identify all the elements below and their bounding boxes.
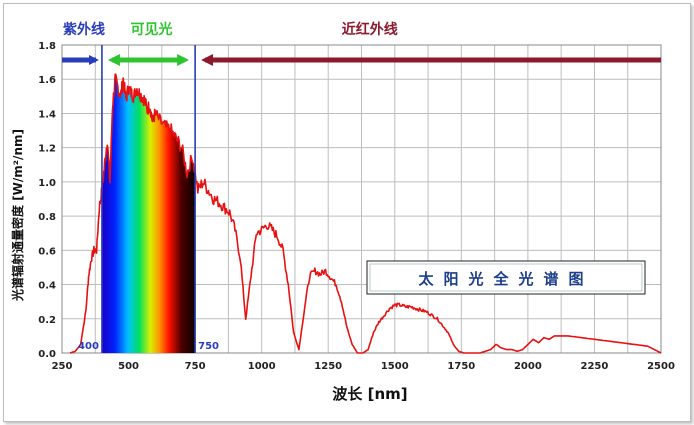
x-tick-label: 750: [185, 361, 206, 372]
y-axis-label: 光谱辐射通量密度 [W/m²/nm]: [10, 129, 25, 302]
x-axis-label: 波长 [nm]: [332, 385, 407, 403]
y-tick-label: 1.4: [38, 109, 56, 120]
tick-labels: 0.0 0.2 0.4 0.6 0.8 1.0 1.2 1.4 1.6 1.8 250 500 750 1…: [38, 41, 675, 372]
region-label-0: 紫外线: [63, 21, 105, 38]
y-tick-label: 0.8: [38, 212, 56, 223]
y-tick-label: 1.0: [38, 178, 56, 189]
solar-spectrum-line: [69, 73, 662, 354]
chart-title: 太阳光全光谱图: [418, 270, 593, 288]
y-tick-label: 1.2: [38, 144, 56, 155]
region-labels: 紫外线 可见光 近红外线: [62, 21, 661, 66]
x-tick-label: 1000: [248, 361, 276, 372]
chart-title-box: 太阳光全光谱图: [366, 260, 646, 295]
y-tick-label: 0.6: [38, 246, 56, 257]
x-tick-label: 1250: [314, 361, 342, 372]
region-boundaries: 400 750: [78, 45, 219, 353]
boundary-label-400: 400: [78, 341, 99, 352]
x-tick-label: 1750: [447, 361, 475, 372]
x-tick-label: 2500: [647, 361, 675, 372]
x-tick-label: 500: [118, 361, 139, 372]
y-tick-label: 0.0: [38, 349, 56, 360]
y-tick-label: 1.8: [38, 41, 56, 52]
visible-spectrum-gradient: [101, 74, 196, 354]
series-line-layer: [69, 73, 662, 354]
x-tick-label: 1500: [381, 361, 409, 372]
y-tick-label: 1.6: [38, 75, 56, 86]
x-tick-label: 250: [52, 361, 73, 372]
region-label-2: 近红外线: [342, 21, 398, 38]
boundary-label-750: 750: [198, 341, 219, 352]
y-tick-label: 0.4: [38, 281, 56, 292]
x-tick-label: 2000: [514, 361, 542, 372]
visible-spectrum-fill: [101, 74, 196, 354]
x-tick-label: 2250: [581, 361, 609, 372]
region-label-1: 可见光: [131, 21, 173, 38]
y-tick-label: 0.2: [38, 315, 56, 326]
